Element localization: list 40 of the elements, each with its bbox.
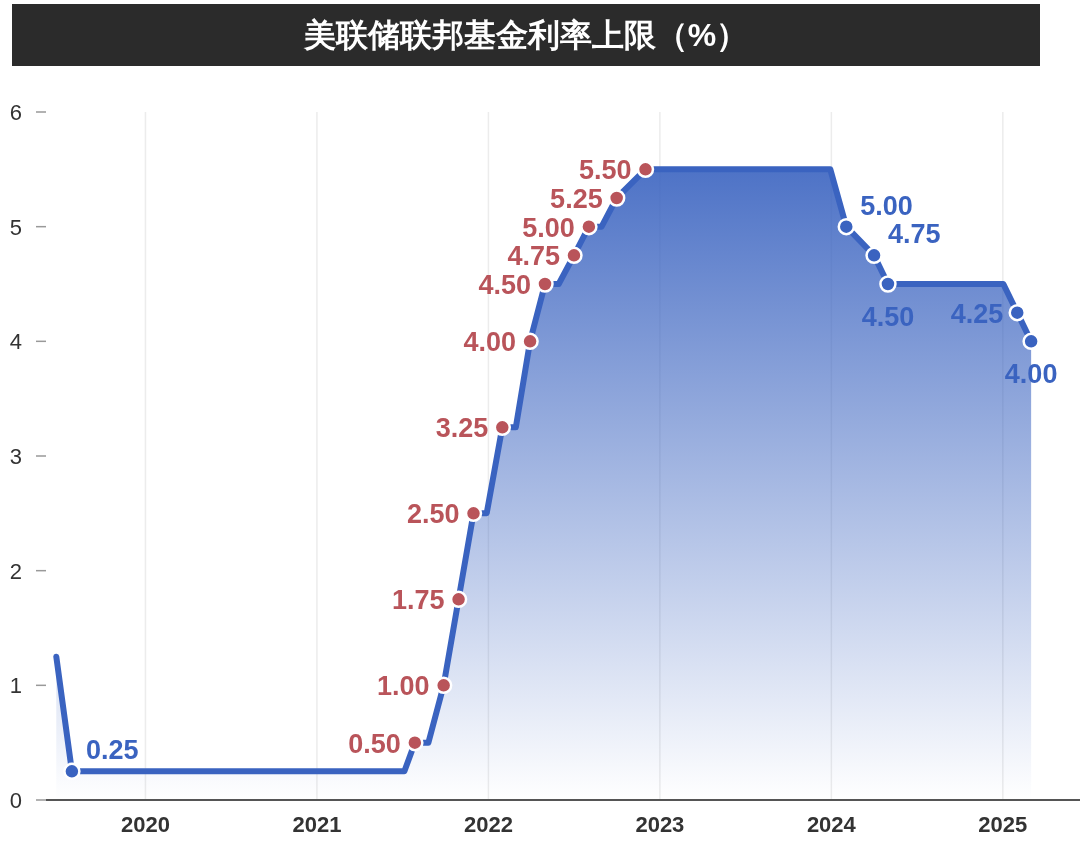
point: [837, 217, 856, 236]
point: [879, 275, 897, 293]
y-tick-label: 5: [9, 214, 22, 240]
data-label: 4.75: [507, 241, 560, 272]
data-label: 0.25: [85, 735, 139, 766]
x-tick-label: 2023: [635, 812, 685, 837]
data-label: 5.00: [522, 212, 575, 243]
y-tick-label: 6: [9, 100, 22, 125]
point: [565, 246, 583, 265]
x-tick-label: 2025: [978, 812, 1028, 837]
data-label: 0.50: [348, 728, 401, 759]
data-label: 1.00: [377, 671, 430, 702]
y-tick-label: 3: [9, 444, 22, 469]
point: [521, 332, 539, 351]
point: [63, 762, 81, 781]
y-tick-label: 2: [9, 558, 22, 584]
x-tick-label: 2024: [806, 812, 857, 837]
point: [1008, 303, 1026, 322]
data-label: 4.00: [463, 327, 517, 358]
data-label: 4.50: [478, 270, 531, 300]
point: [865, 246, 883, 265]
data-label: 4.25: [950, 298, 1004, 329]
data-label: 5.50: [578, 155, 632, 186]
y-tick-label: 1: [9, 673, 22, 699]
data-label: 5.25: [550, 184, 603, 214]
point: [536, 275, 554, 293]
y-tick-label: 4: [9, 329, 22, 355]
x-tick-label: 2022: [463, 812, 513, 837]
data-label: 5.00: [860, 190, 913, 221]
data-label: 4.50: [861, 302, 915, 332]
y-tick-label: 0: [9, 788, 22, 813]
data-label: 4.00: [1004, 359, 1058, 390]
data-label: 3.25: [435, 413, 489, 444]
x-tick-label: 2020: [120, 812, 170, 837]
x-tick-label: 2021: [292, 812, 342, 837]
chart-title: 美联储联邦基金利率上限（%）: [302, 17, 749, 53]
data-label: 4.75: [888, 219, 941, 250]
data-label: 2.50: [406, 499, 460, 530]
point: [1022, 332, 1040, 351]
data-label: 1.75: [392, 585, 445, 616]
